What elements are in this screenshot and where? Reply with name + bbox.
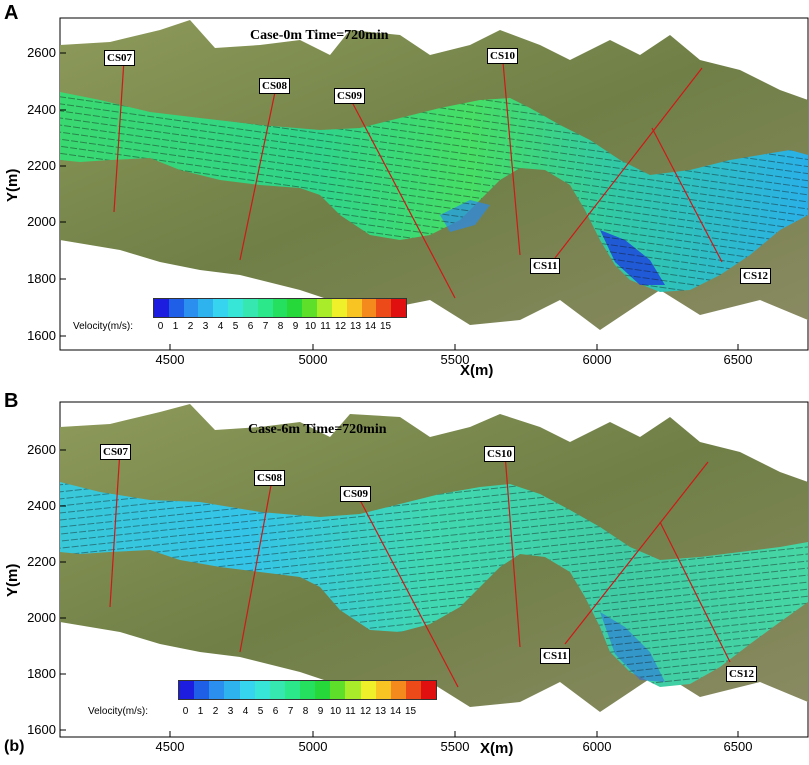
- cs11-line-a: [554, 67, 703, 259]
- panel-a: A Case-0m Time=720min Y(m) X(m) 2600 240…: [0, 0, 809, 382]
- cs09-label-b: CS09: [340, 486, 372, 502]
- x-tick-label: 4500: [155, 352, 185, 367]
- cs08-line-b: [239, 479, 273, 653]
- cs08-label-a: CS08: [259, 78, 291, 94]
- x-tick-label: 6000: [582, 739, 612, 754]
- y-axis-label-a: Y(m): [4, 168, 21, 202]
- cs11-label-b: CS11: [540, 648, 571, 664]
- cs09-line-a: [351, 101, 456, 299]
- y-tick-label: 2400: [27, 102, 56, 117]
- x-tick-label: 5500: [440, 352, 470, 367]
- panel-bottom-label-b: (b): [4, 738, 25, 755]
- y-tick-label: 2600: [27, 442, 56, 457]
- cs10-line-a: [502, 61, 521, 256]
- y-tick-label: 2600: [27, 45, 56, 60]
- cs11-label-a: CS11: [530, 258, 561, 274]
- cs08-label-b: CS08: [254, 470, 286, 486]
- case-title-b: Case-6m Time=720min: [248, 422, 387, 437]
- cs10-label-a: CS10: [487, 48, 519, 64]
- y-tick-label: 1600: [27, 722, 56, 737]
- velocity-vectors-b: [60, 482, 808, 687]
- y-tick-label: 2000: [27, 214, 56, 229]
- cs10-label-b: CS10: [484, 446, 516, 462]
- velocity-colorbar-b: [178, 680, 437, 700]
- y-tick-label: 2400: [27, 498, 56, 513]
- case-title-a: Case-0m Time=720min: [250, 28, 389, 43]
- map-a: [59, 17, 809, 351]
- cs10-line-b: [504, 453, 521, 648]
- cs09-line-b: [359, 499, 459, 688]
- river-slow-zone-a2: [440, 200, 490, 232]
- velocity-colorbar-a: [153, 298, 407, 318]
- x-tick-label: 5500: [440, 739, 470, 754]
- legend-title-b: Velocity(m/s):: [88, 706, 149, 717]
- cs12-label-a: CS12: [740, 268, 772, 284]
- cs12-line-a: [651, 127, 723, 263]
- legend-title-a: Velocity(m/s):: [73, 321, 134, 332]
- x-tick-label: 6500: [723, 739, 753, 754]
- cs11-line-b: [564, 461, 709, 645]
- panel-label-b: B: [4, 390, 19, 412]
- x-tick-label: 6500: [723, 352, 753, 367]
- y-tick-label: 1800: [27, 666, 56, 681]
- y-tick-label: 2200: [27, 158, 56, 173]
- cs12-label-b: CS12: [726, 666, 758, 682]
- x-tick-label: 6000: [582, 352, 612, 367]
- x-tick-label: 5000: [298, 352, 328, 367]
- cs07-line-b: [109, 449, 121, 608]
- x-axis-label-a: X(m): [460, 362, 494, 379]
- cs07-line-a: [113, 59, 125, 213]
- cs07-label-b: CS07: [100, 444, 132, 460]
- y-tick-label: 2000: [27, 610, 56, 625]
- panel-b: B Case-6m Time=720min (b) Y(m) X(m) 2600…: [0, 382, 809, 765]
- cs09-label-a: CS09: [334, 88, 366, 104]
- cs07-label-a: CS07: [104, 50, 136, 66]
- y-tick-label: 2200: [27, 554, 56, 569]
- cs12-line-b: [659, 521, 731, 663]
- y-tick-label: 1800: [27, 271, 56, 286]
- y-tick-label: 1600: [27, 328, 56, 343]
- cs08-line-a: [239, 91, 276, 261]
- x-tick-label: 4500: [155, 739, 185, 754]
- velocity-vectors-a: [60, 92, 808, 292]
- x-tick-label: 5000: [298, 739, 328, 754]
- x-axis-label-b: X(m): [480, 740, 514, 757]
- panel-label-a: A: [4, 2, 19, 24]
